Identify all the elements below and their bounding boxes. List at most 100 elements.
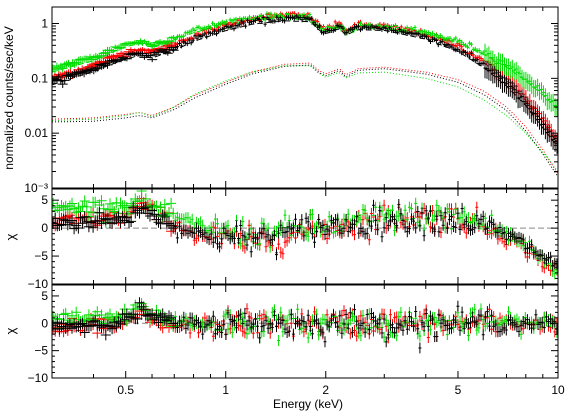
data-point [464, 50, 468, 55]
residual-point [317, 329, 321, 341]
residual-point [350, 326, 354, 338]
residual-point [119, 214, 130, 226]
residual-point [473, 222, 477, 234]
data-point [427, 30, 431, 35]
residual-point [168, 207, 179, 219]
residual-point [422, 230, 426, 242]
residual-point [435, 316, 439, 328]
data-point [257, 17, 261, 23]
data-point [413, 25, 417, 30]
residual-point [422, 308, 426, 320]
residual-point [258, 332, 262, 344]
residual-point [164, 310, 174, 322]
residual-point [441, 325, 445, 337]
residual-point [414, 197, 418, 209]
residual-point [291, 328, 295, 340]
residual-point [306, 309, 310, 321]
residual-point [220, 233, 224, 245]
residual-point [372, 209, 375, 221]
residual-point [342, 222, 346, 234]
residual-point [153, 216, 164, 228]
data-point [149, 43, 160, 48]
data-point [522, 72, 526, 90]
residual-point [553, 268, 557, 280]
residual-point [249, 321, 253, 333]
data-point [174, 45, 178, 50]
residual-point [128, 201, 139, 213]
data-point [290, 15, 294, 20]
residual-point [397, 318, 401, 330]
residual-point [298, 222, 302, 234]
data-point [228, 24, 232, 30]
residual-point [353, 304, 356, 316]
data-point [485, 61, 489, 79]
residual-point [54, 219, 65, 231]
residual-point [542, 322, 546, 334]
residual-point [205, 319, 209, 331]
residual-point [369, 220, 373, 232]
residual-point [306, 216, 310, 228]
residual-point [346, 208, 350, 220]
residual-point [237, 319, 241, 331]
residual-point [433, 225, 437, 237]
data-point [207, 24, 211, 29]
residual-point [249, 223, 253, 235]
residual-point [490, 228, 494, 240]
residual-point [164, 217, 174, 229]
data-point [216, 28, 220, 34]
residual-point [270, 306, 274, 318]
residual-point [456, 300, 460, 312]
residual-point [517, 325, 521, 337]
data-point [333, 27, 337, 32]
data-point [116, 45, 127, 51]
residual-point [147, 308, 158, 320]
data-point [458, 48, 462, 54]
residual-point [264, 231, 268, 243]
residual-point [128, 308, 139, 320]
data-point [502, 57, 507, 75]
residual-point [201, 228, 205, 241]
residual-point [464, 216, 468, 228]
y-tick-label: 0.1 [31, 71, 48, 85]
data-point [530, 105, 534, 123]
data-point [183, 40, 187, 46]
residual-point [115, 216, 126, 228]
residual-point [264, 241, 268, 253]
data-point [168, 47, 179, 53]
data-point [479, 56, 483, 62]
data-point [212, 28, 217, 34]
residual-point [536, 249, 540, 261]
residual-point [60, 307, 71, 319]
residual-point [454, 316, 458, 328]
residual-point [283, 227, 287, 239]
data-point [222, 26, 226, 31]
residual-point [203, 227, 207, 239]
residual-point [431, 222, 435, 234]
residual-point [281, 315, 285, 326]
residual-point [113, 316, 124, 328]
residual-point [67, 214, 77, 227]
residual-point [164, 208, 174, 220]
residual-point [443, 222, 447, 234]
residual-point [107, 203, 118, 215]
data-point [121, 56, 132, 62]
residual-point [511, 228, 515, 240]
residual-point [251, 318, 255, 330]
residual-point [310, 208, 314, 220]
data-point [63, 72, 74, 80]
residual-point [479, 213, 483, 225]
panel-frame [51, 6, 559, 189]
data-point [341, 25, 345, 31]
residual-point [549, 313, 553, 325]
data-point [189, 28, 193, 34]
residual-point [258, 227, 262, 239]
residual-point [540, 261, 544, 273]
residual-point [216, 323, 219, 335]
residual-point [426, 332, 430, 343]
data-point [314, 22, 318, 28]
residual-point [302, 230, 306, 242]
residual-point [386, 329, 390, 341]
residual-point [294, 232, 297, 244]
data-point [438, 40, 442, 45]
data-point [201, 33, 205, 38]
